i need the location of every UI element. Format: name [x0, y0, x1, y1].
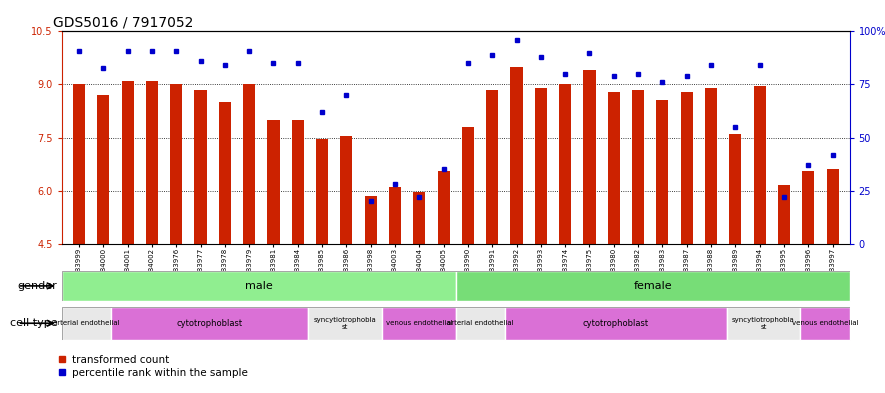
Bar — [437, 171, 450, 244]
Bar — [456, 307, 505, 340]
Bar — [778, 185, 790, 244]
Text: female: female — [634, 281, 672, 291]
Text: gender: gender — [18, 281, 58, 291]
Bar — [827, 169, 839, 244]
Bar — [308, 307, 382, 340]
Bar — [511, 67, 523, 244]
Text: cell type: cell type — [10, 318, 58, 328]
Bar — [389, 187, 401, 244]
Bar — [456, 271, 850, 301]
Bar — [583, 70, 596, 244]
Bar — [195, 90, 206, 244]
Bar — [705, 88, 717, 244]
Text: venous endothelial: venous endothelial — [792, 320, 858, 326]
Bar — [243, 84, 255, 244]
Bar — [608, 92, 619, 244]
Bar — [413, 192, 426, 244]
Text: arterial endothelial: arterial endothelial — [447, 320, 513, 326]
Bar — [727, 307, 800, 340]
Bar — [219, 102, 231, 244]
Bar — [800, 307, 850, 340]
Text: GDS5016 / 7917052: GDS5016 / 7917052 — [53, 16, 194, 30]
Bar — [365, 196, 377, 244]
Bar — [486, 90, 498, 244]
Bar — [681, 92, 693, 244]
Bar — [170, 84, 182, 244]
Bar — [73, 84, 85, 244]
Text: syncytiotrophobla
st: syncytiotrophobla st — [732, 317, 795, 330]
Bar — [146, 81, 158, 244]
Bar — [505, 307, 727, 340]
Text: male: male — [245, 281, 273, 291]
Bar — [382, 307, 456, 340]
Bar — [341, 136, 352, 244]
Bar — [62, 271, 456, 301]
Bar — [316, 139, 328, 244]
Bar — [97, 95, 110, 244]
Bar — [559, 84, 571, 244]
Text: cytotrophoblast: cytotrophoblast — [177, 319, 242, 328]
Text: cytotrophoblast: cytotrophoblast — [582, 319, 649, 328]
Bar — [729, 134, 742, 244]
Bar — [62, 307, 112, 340]
Text: syncytiotrophobla
st: syncytiotrophobla st — [313, 317, 376, 330]
Bar — [121, 81, 134, 244]
Bar — [657, 100, 668, 244]
Bar — [462, 127, 474, 244]
Bar — [112, 307, 308, 340]
Text: venous endothelial: venous endothelial — [386, 320, 452, 326]
Bar — [292, 120, 304, 244]
Bar — [632, 90, 644, 244]
Bar — [267, 120, 280, 244]
Bar — [753, 86, 766, 244]
Bar — [535, 88, 547, 244]
Legend: transformed count, percentile rank within the sample: transformed count, percentile rank withi… — [58, 355, 248, 378]
Bar — [802, 171, 814, 244]
Text: arterial endothelial: arterial endothelial — [53, 320, 119, 326]
